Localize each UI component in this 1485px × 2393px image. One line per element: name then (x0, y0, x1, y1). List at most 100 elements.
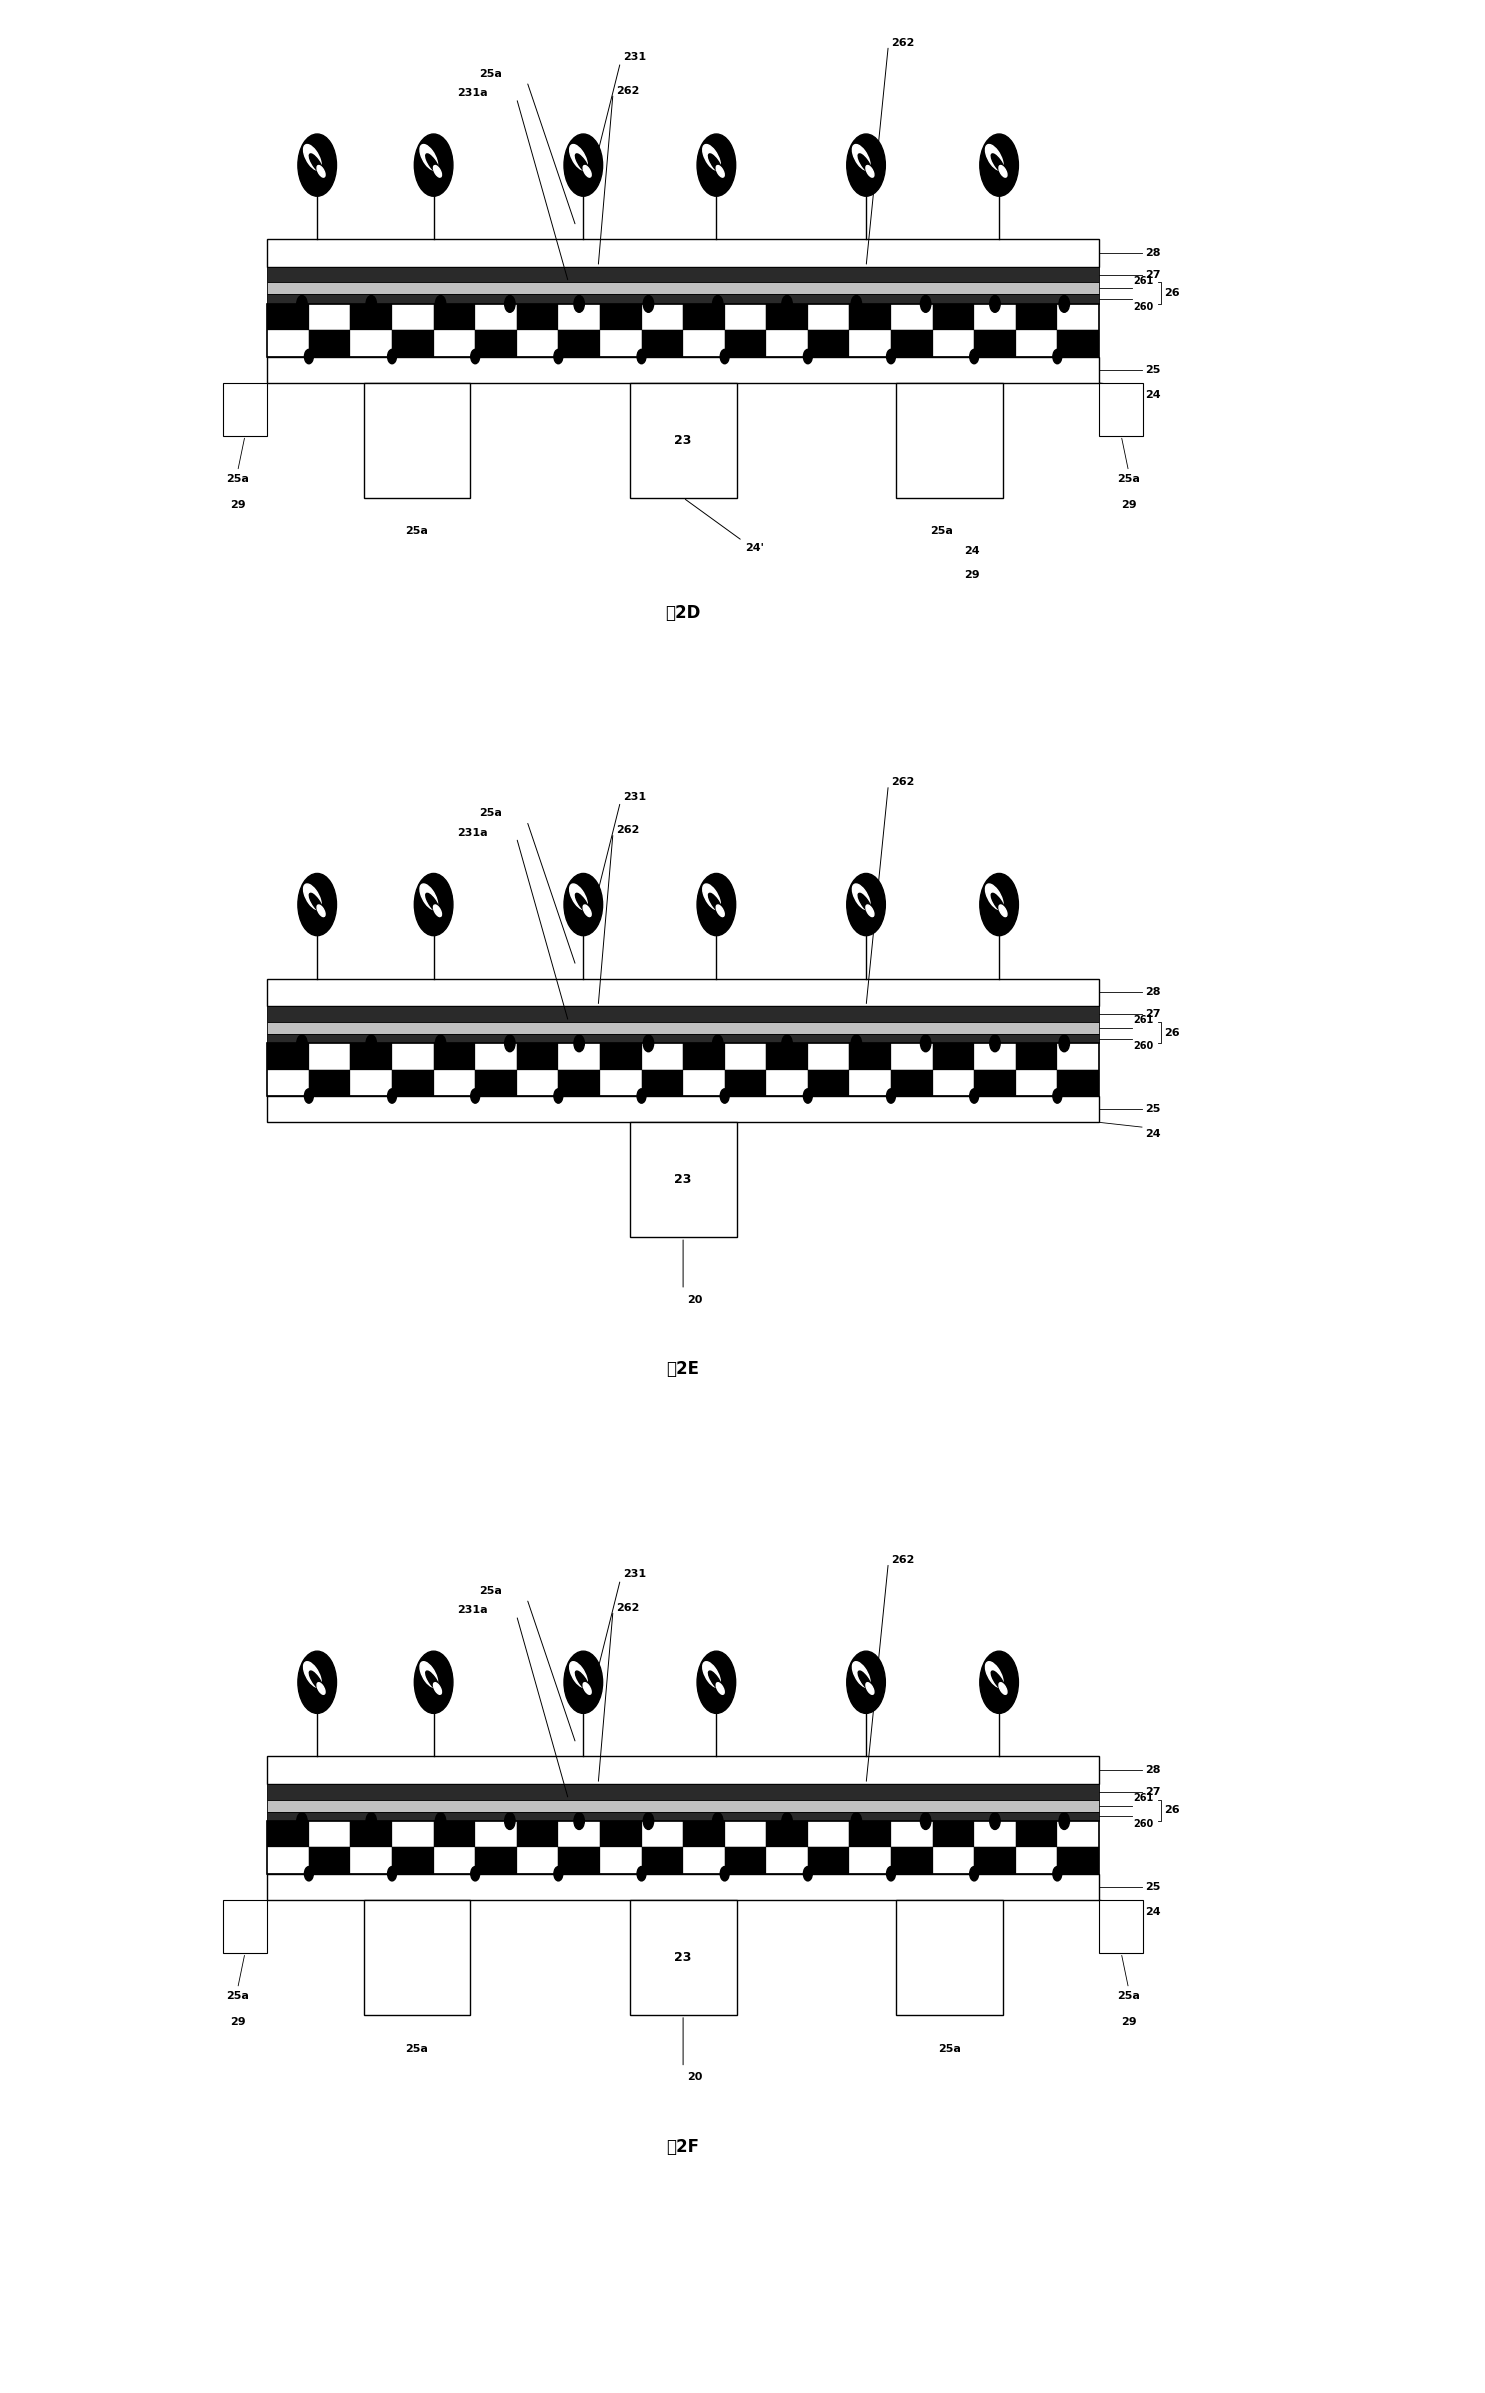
Bar (683, 1070, 725, 1096)
Bar (683, 1847, 725, 1874)
Circle shape (367, 1814, 377, 1828)
Text: 261: 261 (1133, 275, 1154, 285)
Bar (350, 1043, 392, 1070)
Circle shape (713, 294, 723, 313)
Bar (849, 1847, 891, 1874)
Text: 27: 27 (1145, 270, 1160, 280)
Bar (434, 1847, 475, 1874)
Bar (933, 1821, 974, 1847)
Ellipse shape (303, 144, 321, 170)
Bar (392, 304, 434, 330)
Bar (630, 1122, 737, 1237)
Circle shape (921, 1034, 931, 1051)
Bar (600, 1070, 642, 1096)
Bar (630, 383, 737, 498)
Bar (974, 330, 1016, 357)
Ellipse shape (852, 883, 870, 909)
Bar (309, 1847, 350, 1874)
Text: 25a: 25a (480, 1587, 502, 1596)
Bar (725, 304, 766, 330)
Circle shape (367, 294, 377, 313)
Circle shape (990, 1814, 1001, 1828)
Circle shape (637, 1089, 646, 1103)
Bar (475, 304, 517, 330)
Bar (683, 330, 725, 357)
Bar (1057, 1043, 1099, 1070)
Bar (891, 304, 933, 330)
Bar (895, 1900, 1002, 2015)
Circle shape (388, 1089, 396, 1103)
Bar (350, 1847, 392, 1874)
Text: 29: 29 (230, 500, 245, 510)
Ellipse shape (866, 905, 873, 917)
Bar (725, 1070, 766, 1096)
Circle shape (564, 873, 603, 936)
Bar (849, 1043, 891, 1070)
Ellipse shape (866, 165, 873, 177)
Text: 24: 24 (964, 546, 979, 555)
Text: 262: 262 (891, 38, 915, 48)
Bar (1016, 1070, 1057, 1096)
Bar (267, 1800, 1099, 1812)
Ellipse shape (318, 905, 325, 917)
Bar (267, 1821, 1099, 1874)
Ellipse shape (570, 1661, 587, 1687)
Bar (808, 1847, 849, 1874)
Circle shape (414, 1651, 453, 1713)
Circle shape (573, 1034, 585, 1051)
Ellipse shape (990, 893, 1005, 912)
Text: 20: 20 (688, 1295, 702, 1304)
Bar (725, 1847, 766, 1874)
Bar (600, 1043, 642, 1070)
Bar (267, 1005, 1099, 1022)
Circle shape (643, 1814, 653, 1828)
Circle shape (388, 1867, 396, 1881)
Circle shape (1059, 1814, 1069, 1828)
Bar (642, 1070, 683, 1096)
Bar (974, 304, 1016, 330)
Text: 24: 24 (1145, 1129, 1161, 1139)
Text: 231: 231 (624, 53, 646, 62)
Bar (974, 1070, 1016, 1096)
Bar (392, 1070, 434, 1096)
Circle shape (298, 134, 337, 196)
Bar (475, 1821, 517, 1847)
Ellipse shape (309, 1670, 324, 1689)
Circle shape (1053, 1089, 1062, 1103)
Text: 24: 24 (1145, 1907, 1161, 1917)
Bar (1099, 383, 1143, 436)
Bar (1057, 330, 1099, 357)
Text: 262: 262 (891, 778, 915, 787)
Bar (600, 1847, 642, 1874)
Bar (683, 1043, 725, 1070)
Circle shape (554, 1089, 563, 1103)
Bar (600, 304, 642, 330)
Bar (223, 1900, 267, 1953)
Bar (392, 1821, 434, 1847)
Bar (933, 1847, 974, 1874)
Ellipse shape (426, 1670, 440, 1689)
Ellipse shape (309, 893, 324, 912)
Ellipse shape (303, 1661, 321, 1687)
Bar (1057, 1821, 1099, 1847)
Text: 25: 25 (1145, 364, 1160, 376)
Bar (267, 1821, 309, 1847)
Text: 260: 260 (1133, 1819, 1154, 1828)
Ellipse shape (426, 153, 440, 172)
Ellipse shape (858, 893, 872, 912)
Ellipse shape (426, 893, 440, 912)
Ellipse shape (584, 165, 591, 177)
Ellipse shape (570, 883, 587, 909)
Bar (223, 383, 267, 436)
Circle shape (388, 349, 396, 364)
Circle shape (637, 349, 646, 364)
Bar (808, 1070, 849, 1096)
Circle shape (297, 1034, 307, 1051)
Bar (517, 330, 558, 357)
Ellipse shape (420, 1661, 438, 1687)
Circle shape (1059, 1034, 1069, 1051)
Ellipse shape (716, 1682, 725, 1694)
Bar (891, 1847, 933, 1874)
Bar (392, 1847, 434, 1874)
Text: 28: 28 (1145, 1766, 1160, 1776)
